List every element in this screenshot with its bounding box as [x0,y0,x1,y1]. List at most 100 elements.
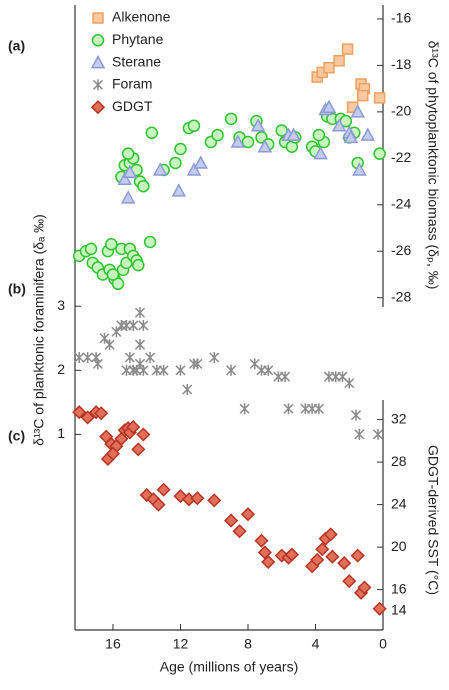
point [94,406,109,421]
panel-label: (b) [8,281,26,297]
point [124,351,135,363]
point [187,119,201,133]
point [116,319,127,331]
x-tick-label: 12 [173,636,189,652]
y-tick-label: 1 [57,425,65,441]
point [354,428,365,440]
point [313,146,328,160]
point [373,92,386,104]
y2-tick-label: -28 [391,288,411,304]
y2-tick-label: -20 [391,103,411,119]
point [92,358,103,370]
point [158,364,169,376]
point [284,547,299,562]
point [341,43,354,55]
point [230,134,246,148]
point [254,533,269,548]
point [343,129,359,144]
point [357,580,372,595]
point [122,164,138,179]
point [131,442,146,457]
y3-tick-label: 16 [391,580,407,596]
point [331,118,347,132]
legend-label: Alkenone [112,9,171,25]
point [92,79,104,91]
point [121,147,135,160]
y3-tick-label: 24 [391,495,407,511]
panel-label: (c) [8,428,25,444]
point [226,364,237,376]
point [145,126,159,140]
point [152,162,168,176]
point [323,527,338,542]
x-tick-label: 0 [379,636,387,652]
point [356,89,369,102]
legend-label: Phytane [112,31,164,47]
point [360,127,376,141]
y3-tick-label: 14 [391,602,407,618]
y2-tick-label: -26 [391,242,411,258]
point [92,12,104,24]
point [182,384,193,396]
point [91,34,105,47]
point [323,61,335,74]
point [310,552,325,567]
point [333,55,345,67]
point [257,139,273,153]
point [121,364,132,376]
x-tick-label: 16 [105,636,121,652]
y3-tick-label: 32 [391,410,407,426]
point [240,507,256,522]
point [186,162,202,176]
point [117,171,133,185]
legend-label: Sterane [112,53,161,69]
point [211,128,224,142]
point [151,497,166,512]
point [280,371,291,383]
point [138,364,149,376]
point [132,258,145,272]
point [352,162,367,176]
point [80,410,95,425]
point [105,446,121,461]
point [312,128,326,142]
point [128,319,139,331]
point [174,142,187,156]
x-axis-title: Age (millions of years) [160,659,299,675]
point [350,409,362,421]
point [126,420,141,435]
y3-axis-title: GDGT-derived SST (°C) [425,445,441,595]
point [171,183,187,197]
point [250,118,266,132]
point [134,339,146,351]
point [90,100,106,115]
y-axis-title: δ¹³C of planktonic foraminifera (δₐ ‰) [31,214,47,446]
point [372,601,387,616]
point [224,513,239,528]
point [372,428,383,440]
point [373,147,386,160]
point [99,332,110,344]
y3-tick-label: 28 [391,453,407,469]
point [315,542,330,557]
point [209,351,220,363]
legend-label: Foram [112,76,152,92]
legend-label: GDGT [112,98,153,114]
point [104,339,115,351]
point [136,427,151,442]
point [286,127,301,141]
point [156,482,171,497]
point [175,364,186,376]
panel-label: (a) [8,38,25,54]
point [337,556,352,571]
x-tick-label: 4 [312,636,320,652]
point [313,403,324,415]
point [137,179,150,193]
point [344,377,355,389]
point [105,238,118,251]
point [138,319,149,331]
point [261,554,276,570]
point [120,190,136,204]
point [239,403,250,415]
